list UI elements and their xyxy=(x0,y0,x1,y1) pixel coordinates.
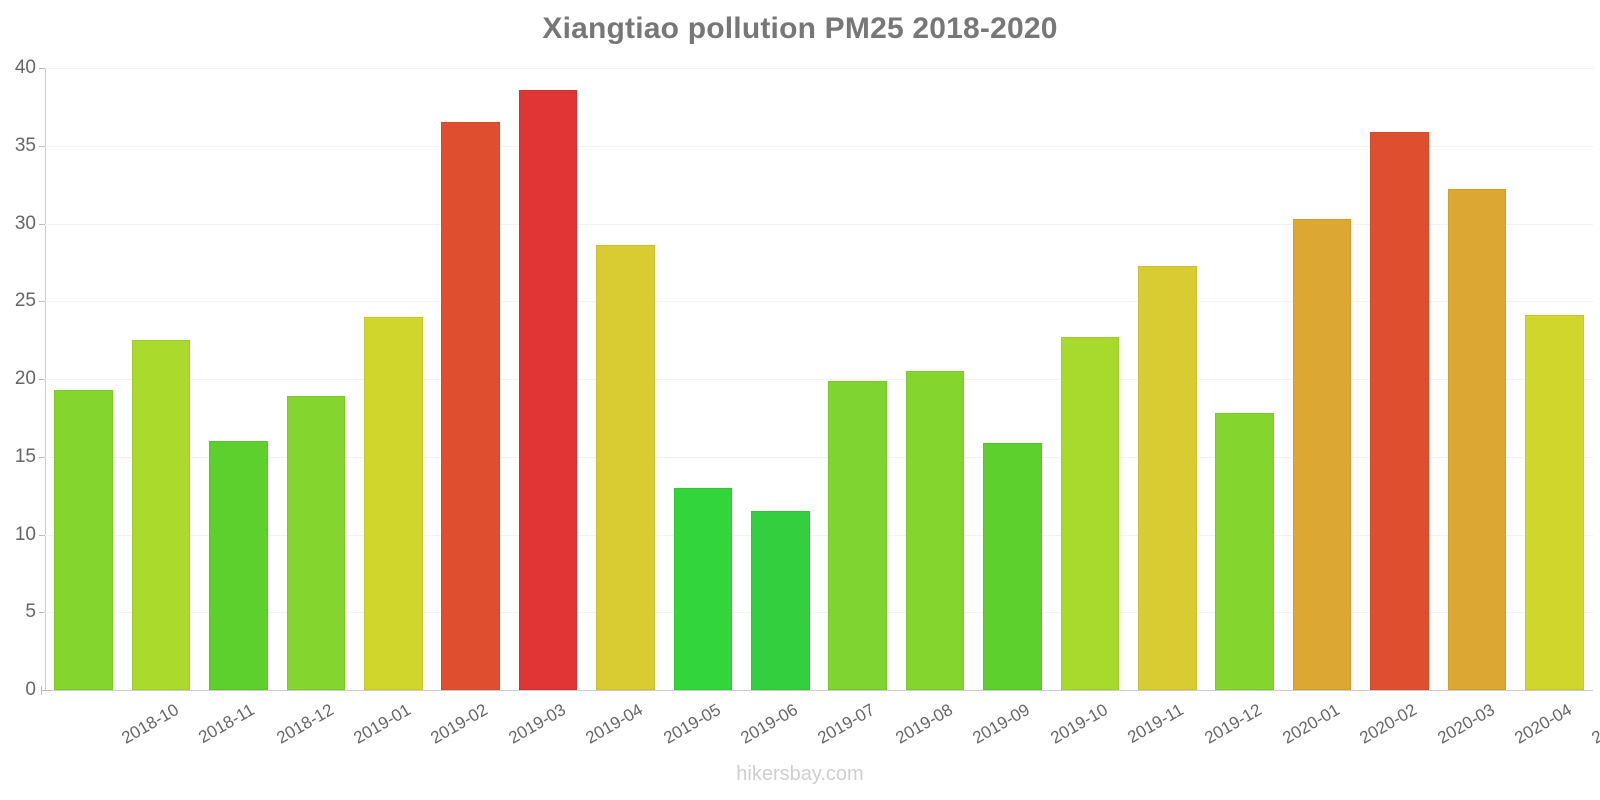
bar-2019-05[interactable] xyxy=(596,245,655,690)
y-axis-tick-mark xyxy=(39,612,45,614)
x-axis-tick-label: 2019-06 xyxy=(737,700,801,748)
y-axis-tick-mark xyxy=(39,68,45,69)
gridline xyxy=(45,145,1593,147)
x-axis-tick-label: 2020-01 xyxy=(1279,700,1343,748)
y-axis-tick-label: 30 xyxy=(14,212,36,234)
bar-2020-02[interactable] xyxy=(1292,218,1352,690)
y-axis-tick-mark xyxy=(39,223,45,225)
gridline xyxy=(45,223,1593,225)
origin-tick-mark xyxy=(41,686,51,695)
y-axis-tick-label: 15 xyxy=(14,445,36,467)
chart-title: Xiangtiao pollution PM25 2018-2020 xyxy=(542,12,1058,45)
gridline xyxy=(45,534,1593,536)
footer-credit: hikersbay.com xyxy=(736,763,864,785)
x-axis-tick-label: 2020-03 xyxy=(1433,700,1498,748)
bar-2018-12[interactable] xyxy=(209,441,268,690)
plot-area xyxy=(45,68,1593,690)
y-axis-tick-label: 0 xyxy=(25,679,36,700)
y-axis-tick-mark xyxy=(39,534,45,536)
gridline xyxy=(45,612,1593,614)
y-axis-tick-label: 35 xyxy=(14,134,36,156)
x-axis-tick-label: 2019-07 xyxy=(814,700,879,748)
bar-2019-08[interactable] xyxy=(828,380,887,690)
x-axis-tick-label: 2019-04 xyxy=(582,700,646,748)
bar-2019-06[interactable] xyxy=(673,487,733,690)
y-axis-tick-mark xyxy=(39,379,45,380)
bar-2019-03[interactable] xyxy=(441,122,500,690)
bar-2020-05[interactable] xyxy=(1525,315,1584,690)
bar-2019-10[interactable] xyxy=(983,442,1042,690)
x-axis-tick-label: 2018-10 xyxy=(118,700,182,748)
x-axis-tick-label: 2018-12 xyxy=(272,700,337,748)
bar-2020-01[interactable] xyxy=(1215,413,1274,690)
x-axis-line xyxy=(45,690,1593,691)
gridline xyxy=(45,68,1593,69)
y-axis-tick-mark xyxy=(39,301,45,303)
y-axis-tick-label: 20 xyxy=(14,368,36,389)
y-axis-tick-mark xyxy=(39,456,45,458)
bar-2020-03[interactable] xyxy=(1370,131,1429,690)
bar-2019-07[interactable] xyxy=(751,511,810,690)
y-axis-tick-mark xyxy=(39,145,45,147)
y-axis-tick-label: 5 xyxy=(25,601,36,623)
gridline xyxy=(45,456,1593,458)
bar-2019-04[interactable] xyxy=(518,89,578,690)
x-axis-tick-label: 2020-04 xyxy=(1511,700,1575,748)
y-axis-tick-label: 40 xyxy=(14,57,36,78)
x-axis-tick-label: 2019-01 xyxy=(350,700,414,748)
x-axis-tick-label: 2019-02 xyxy=(427,700,492,748)
gridline xyxy=(45,301,1593,303)
bar-2019-01[interactable] xyxy=(286,396,346,690)
x-axis-tick-label: 2019-09 xyxy=(969,700,1033,748)
x-axis-tick-label: 2019-03 xyxy=(505,700,569,748)
bar-2019-11[interactable] xyxy=(1060,337,1120,690)
bar-2018-11[interactable] xyxy=(131,340,191,690)
y-axis-tick-label: 10 xyxy=(14,523,36,545)
y-axis-tick-label: 25 xyxy=(14,290,36,312)
x-axis-tick-label: 2018-11 xyxy=(195,700,258,748)
x-axis-tick-label: 2019-08 xyxy=(892,700,956,748)
bar-2020-04[interactable] xyxy=(1447,189,1507,690)
bar-2019-12[interactable] xyxy=(1138,265,1197,690)
x-axis-tick-label: 2019-11 xyxy=(1124,700,1187,748)
x-axis-tick-label: 2019-05 xyxy=(659,700,724,748)
gridline xyxy=(45,379,1593,380)
bar-2019-09[interactable] xyxy=(905,371,965,690)
x-axis-tick-label: 2019-10 xyxy=(1046,700,1111,748)
bar-2018-10[interactable] xyxy=(54,389,113,690)
x-axis-tick-label: 2020-05 xyxy=(1588,700,1600,748)
x-axis-tick-label: 2019-12 xyxy=(1201,700,1266,748)
x-axis-tick-label: 2020-02 xyxy=(1356,700,1420,748)
bar-2019-02[interactable] xyxy=(364,316,423,690)
